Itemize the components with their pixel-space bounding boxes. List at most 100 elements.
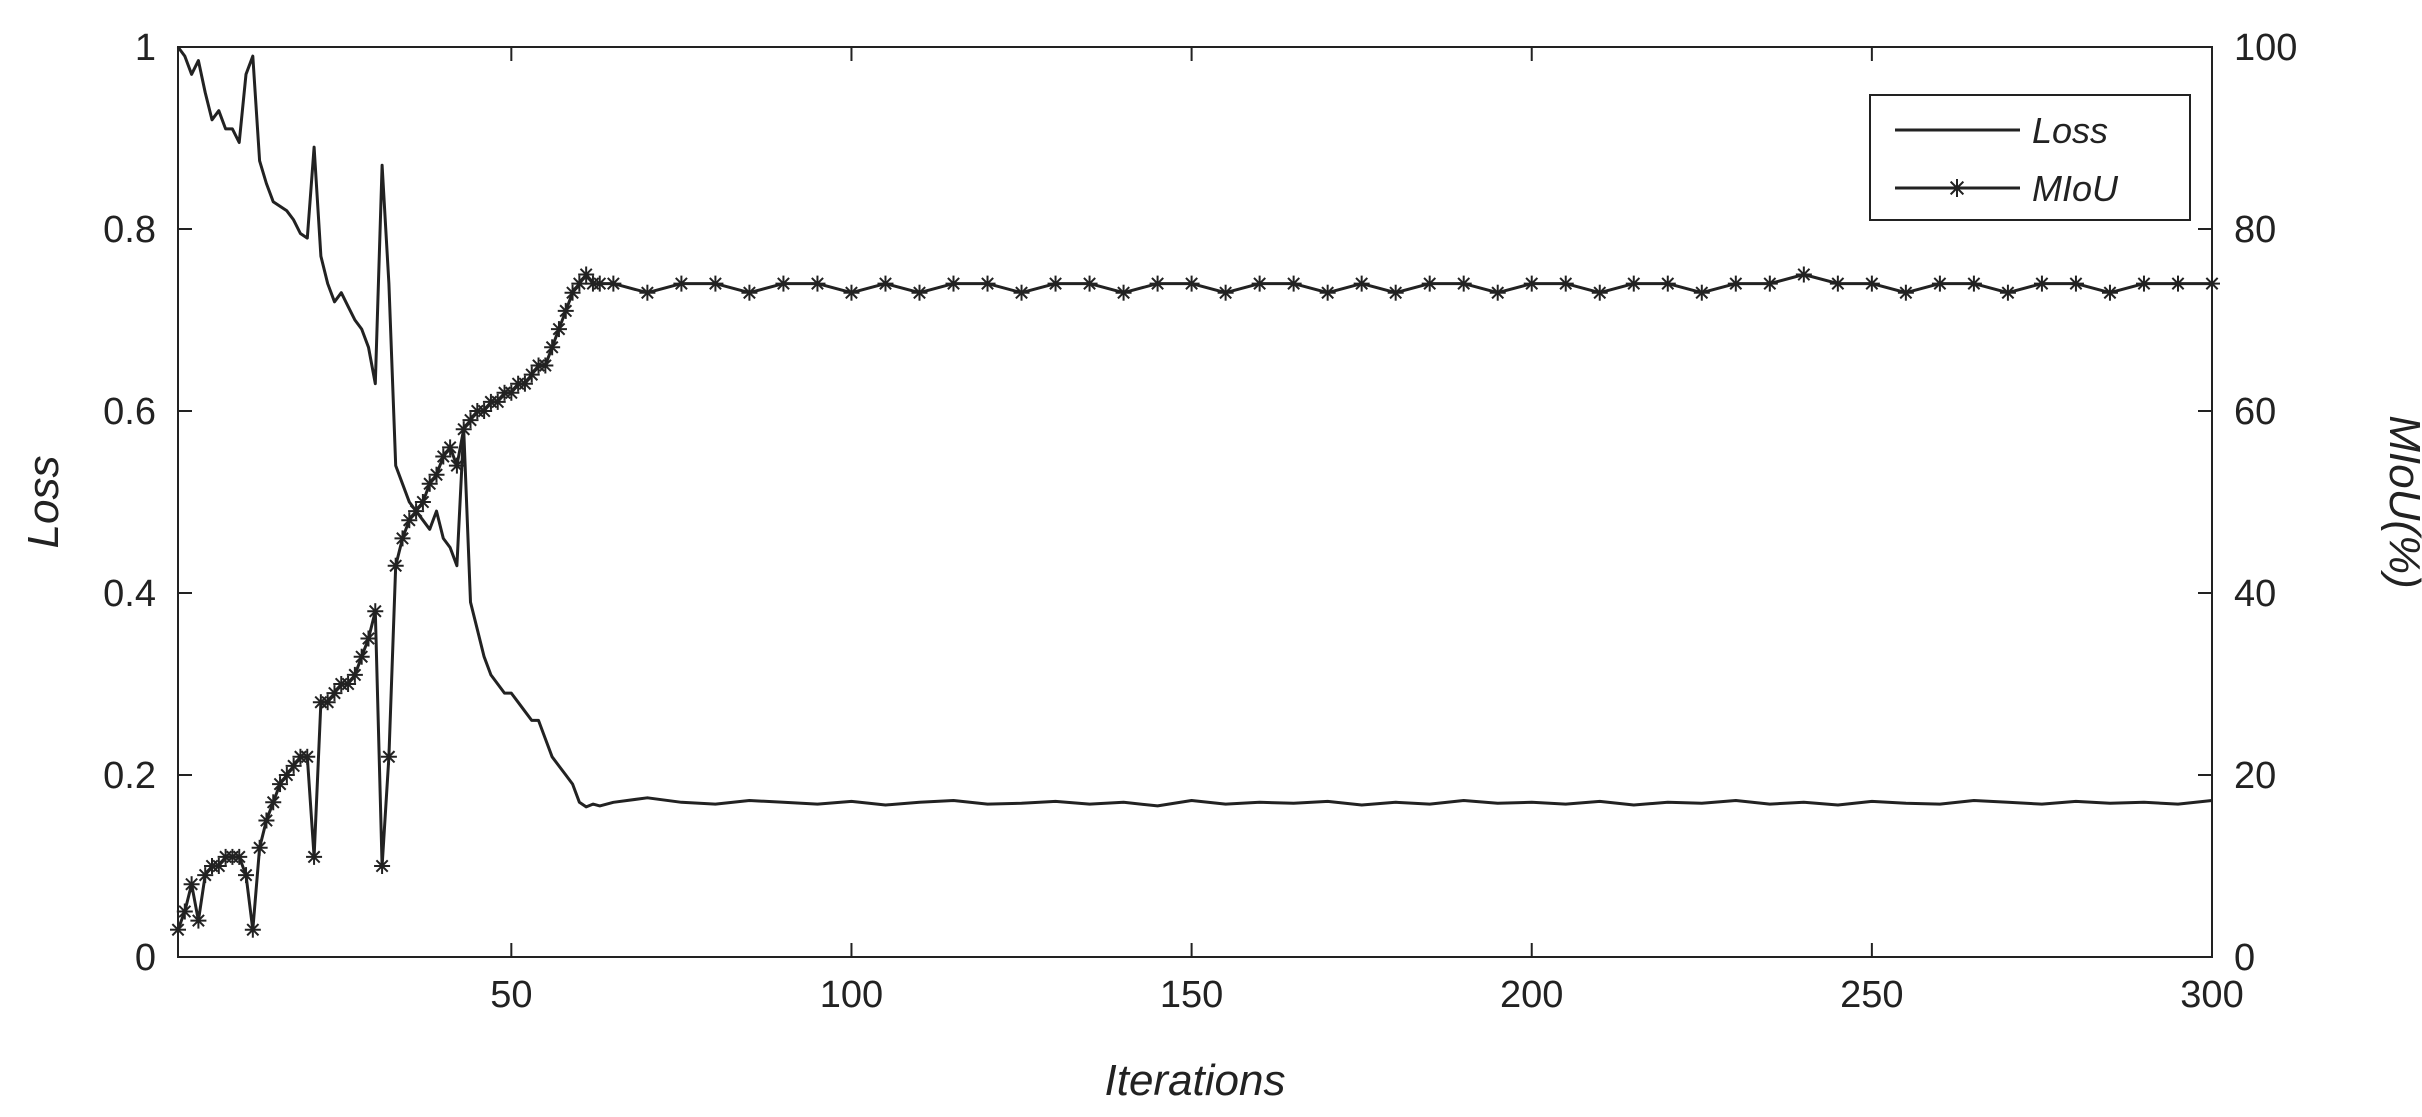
series-miou-point-98 (1795, 266, 1812, 283)
series-miou-point-40 (442, 439, 459, 456)
left-y-tick-label-4: 0.8 (103, 209, 156, 251)
series-miou-point-4 (197, 867, 214, 884)
legend-miou-marker (1948, 179, 1966, 197)
series-miou-point-32 (387, 557, 404, 574)
series-miou-point-39 (435, 448, 452, 465)
series-miou-point-0 (170, 921, 186, 938)
legend-box (1869, 94, 2191, 221)
series-miou-point-49 (503, 384, 520, 401)
series-miou-point-47 (489, 393, 506, 410)
right-y-axis-title: MIoU(%) (2380, 415, 2422, 589)
x-tick-label-1: 100 (820, 974, 883, 1016)
series-miou-point-57 (557, 302, 574, 319)
series-miou-point-41 (448, 457, 465, 474)
series-miou-point-85 (1353, 275, 1370, 292)
legend-asterisk (1948, 179, 1966, 197)
x-axis-title: Iterations (1105, 1056, 1286, 1105)
series-miou-point-30 (374, 858, 391, 874)
x-tick-label-5: 300 (2180, 974, 2243, 1016)
series-miou-point-73 (945, 275, 962, 292)
series-miou-point-60 (578, 266, 595, 283)
left-y-tick-label-0: 0 (135, 937, 156, 979)
series-miou-point-75 (1013, 284, 1030, 301)
series-miou-point-97 (1761, 275, 1778, 292)
x-axis: 50 100 150 200 250 300 (490, 47, 2244, 1016)
series-miou-point-3 (190, 912, 207, 929)
series-miou-point-19 (299, 748, 316, 765)
series-miou-point-92 (1591, 284, 1608, 301)
series-miou-point-65 (673, 275, 690, 292)
right-y-tick-label-5: 100 (2234, 27, 2297, 69)
series-miou-point-69 (809, 275, 826, 292)
series-miou-point-29 (367, 603, 384, 620)
series-miou-point-27 (353, 648, 370, 665)
series-miou-point-28 (360, 630, 377, 647)
series-miou-point-87 (1421, 275, 1438, 292)
left-y-axis-title: Loss (19, 456, 68, 549)
series-miou-point-14 (265, 794, 282, 811)
series-miou-point-31 (380, 748, 397, 765)
series-miou-point-2 (183, 876, 200, 893)
series-miou-point-37 (421, 475, 438, 492)
series-miou-point-71 (877, 275, 894, 292)
series-miou-point-13 (258, 812, 275, 829)
series-miou-point-105 (2033, 275, 2050, 292)
series-miou-point-6 (210, 858, 227, 874)
series-miou-point-35 (408, 503, 425, 520)
series-layer (170, 46, 2220, 938)
series-miou-point-83 (1285, 275, 1302, 292)
legend: Loss MIoU (1869, 94, 2191, 221)
series-miou-point-9 (231, 848, 248, 865)
series-miou-point-12 (251, 839, 268, 856)
series-miou-point-84 (1319, 284, 1336, 301)
series-miou-point-110 (2204, 275, 2220, 292)
right-y-tick-label-0: 0 (2234, 937, 2255, 979)
series-miou-point-63 (605, 275, 622, 292)
series-miou-point-109 (2169, 275, 2186, 292)
x-tick-label-4: 250 (1840, 974, 1903, 1016)
series-miou-point-80 (1183, 275, 1200, 292)
series-miou-point-38 (428, 466, 445, 483)
series-miou-point-81 (1217, 284, 1234, 301)
series-miou-point-45 (476, 403, 493, 419)
series-miou-point-36 (414, 494, 431, 510)
left-y-tick-label-3: 0.6 (103, 391, 156, 433)
series-miou-point-25 (340, 676, 357, 692)
series-miou-point-16 (278, 767, 295, 783)
series-miou-point-33 (394, 530, 411, 547)
series-miou-point-26 (346, 666, 363, 683)
series-miou-point-55 (544, 339, 561, 356)
series-miou-point-91 (1557, 275, 1574, 292)
series-miou-point-96 (1727, 275, 1744, 292)
series-miou-point-94 (1659, 275, 1676, 292)
series-miou-point-23 (326, 685, 343, 702)
series-miou-point-104 (1999, 284, 2016, 301)
series-miou-point-34 (401, 512, 418, 529)
series-miou-point-72 (911, 284, 928, 301)
series-miou-point-108 (2135, 275, 2152, 292)
series-miou-point-22 (319, 694, 336, 711)
series-miou-point-58 (564, 284, 581, 301)
series-miou-point-106 (2067, 275, 2084, 292)
series-miou-point-88 (1455, 275, 1472, 292)
series-miou-point-99 (1829, 275, 1846, 292)
series-miou-point-56 (550, 321, 567, 338)
series-miou-point-103 (1965, 275, 1982, 292)
x-tick-label-0: 50 (490, 974, 532, 1016)
legend-miou-label: MIoU (2032, 168, 2119, 209)
series-miou-point-90 (1523, 275, 1540, 292)
left-y-tick-label-1: 0.2 (103, 755, 156, 797)
series-miou-point-102 (1931, 275, 1948, 292)
series-miou-point-67 (741, 284, 758, 301)
series-miou-point-17 (285, 757, 302, 774)
series-miou-point-100 (1863, 275, 1880, 292)
series-miou-point-68 (775, 275, 792, 292)
series-miou-point-15 (272, 776, 289, 793)
right-y-tick-label-4: 80 (2234, 209, 2276, 251)
series-miou-point-89 (1489, 284, 1506, 301)
series-miou-point-59 (571, 275, 588, 292)
x-tick-label-3: 200 (1500, 974, 1563, 1016)
series-miou-point-86 (1387, 284, 1404, 301)
legend-loss-label: Loss (2032, 110, 2108, 151)
